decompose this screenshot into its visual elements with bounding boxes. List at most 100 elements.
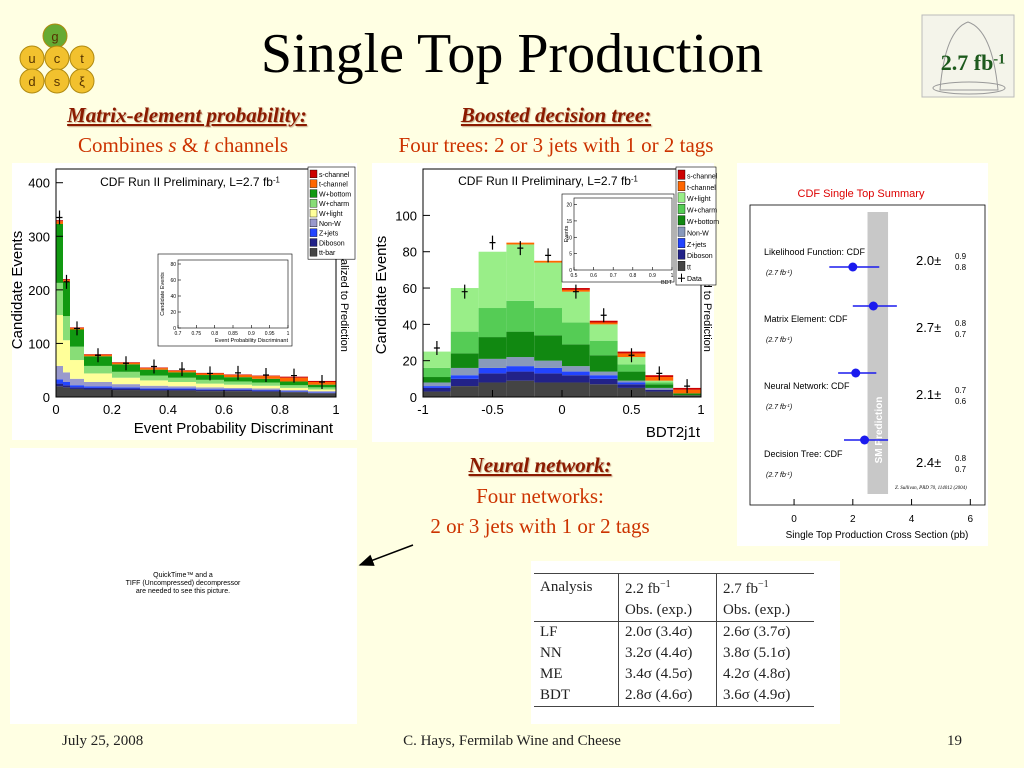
pm: ± (934, 387, 941, 402)
histogram-segment (70, 387, 84, 389)
histogram-segment (562, 366, 590, 372)
inset-background (157, 253, 293, 347)
histogram-segment (168, 377, 196, 382)
legend-label: s-channel (319, 172, 350, 179)
table-row: BDT 2.8σ (4.6σ) 3.6σ (4.9σ) (534, 685, 814, 707)
text: t (203, 133, 210, 157)
histogram-segment (280, 391, 308, 392)
histogram-segment (280, 385, 308, 388)
y-tick-label: 300 (28, 229, 50, 244)
inset-y-tick-label: 5 (569, 252, 572, 258)
text: channels (209, 133, 289, 157)
cell: Obs. (exp.) (618, 600, 717, 622)
x-tick-label: -0.5 (481, 402, 503, 417)
bdt-line: Four trees: 2 or 3 jets with 1 or 2 tags (398, 133, 714, 157)
histogram-segment (112, 387, 140, 389)
after-superscript: ) (789, 472, 792, 479)
inset-x-tick-label: 0.5 (571, 273, 578, 279)
y-tick-label: 20 (403, 354, 417, 369)
histogram-segment (196, 379, 224, 384)
text-part: (2.7 fb (766, 472, 786, 479)
histogram-segment (506, 357, 535, 367)
pm: ± (934, 320, 941, 335)
histogram-segment (252, 385, 280, 389)
after-superscript: ) (789, 404, 792, 411)
cell: 3.8σ (5.1σ) (716, 643, 814, 664)
superscript: -1 (993, 52, 1005, 68)
inset-y-tick-label: 20 (566, 203, 572, 209)
data-point (179, 362, 185, 377)
inset-x-tick-label: 0.7 (610, 273, 617, 279)
y-tick-label: 0 (410, 390, 417, 405)
data-point (628, 348, 635, 363)
histogram-segment (56, 379, 63, 384)
inset-y-tick-label: 40 (170, 294, 176, 300)
pm: ± (934, 253, 941, 268)
footer-author: C. Hays, Fermilab Wine and Cheese (403, 733, 621, 749)
histogram-segment (589, 371, 618, 376)
histogram-segment (423, 391, 451, 397)
legend-swatch (677, 238, 686, 248)
data-point (545, 248, 552, 263)
superscript: -1 (273, 175, 280, 184)
y-tick-label: 80 (403, 245, 417, 260)
after-superscript: ) (789, 270, 792, 277)
data-point (433, 340, 440, 355)
inset-x-tick-label: 0.6 (590, 273, 597, 279)
minus-error: 0.6 (955, 397, 967, 406)
y-axis-label: Candidate Events (373, 236, 390, 354)
text: s (168, 133, 177, 157)
histogram-segment (423, 377, 451, 383)
label: 2.0± (916, 253, 941, 268)
x-tick-label: 2 (850, 514, 856, 525)
x-tick-label: 0.6 (215, 402, 233, 417)
inset-x-tick-label: 0.7 (175, 331, 182, 337)
text-part: CDF Run II Preliminary, L=2.7 fb (100, 175, 273, 189)
entry-label: Matrix Element: CDF (764, 314, 848, 324)
legend-label: Diboson (319, 240, 345, 247)
histogram-segment (506, 380, 535, 397)
histogram-segment (562, 375, 590, 383)
legend-label: Diboson (687, 253, 713, 260)
logo-letter: s (54, 74, 61, 89)
histogram-segment (617, 382, 646, 385)
histogram-segment (56, 383, 63, 387)
x-tick-label: 0 (791, 514, 797, 525)
histogram-segment (534, 382, 562, 397)
legend-swatch (677, 226, 686, 237)
inset-x-tick-label: 0.9 (248, 331, 255, 337)
legend-label: t-channel (319, 182, 348, 189)
histogram-segment (308, 392, 336, 394)
histogram-segment (224, 387, 252, 390)
x-axis-label: Single Top Production Cross Section (pb) (786, 530, 969, 541)
text: Combines (77, 133, 169, 157)
data-point (63, 274, 70, 289)
text: are needed to see this picture. (135, 588, 231, 595)
legend-swatch (309, 218, 318, 228)
x-axis-label: BDT2j1t (646, 424, 701, 441)
logo-letter: g (51, 29, 58, 44)
title: Single Top Production (260, 23, 764, 85)
histogram-segment (308, 393, 336, 397)
logo-ball (69, 68, 95, 94)
cell: 2.2 fb−1 (618, 573, 717, 600)
legend-label: W+light (319, 211, 343, 218)
x-tick-label: -1 (417, 402, 429, 417)
legend-swatch (677, 249, 686, 260)
histogram-segment (63, 382, 70, 386)
cell: 3.4σ (4.5σ) (618, 664, 717, 685)
histogram-segment (70, 329, 84, 347)
histogram-segment (478, 382, 507, 397)
inset-x-tick-label: 0.75 (191, 331, 201, 337)
histogram-segment (224, 384, 252, 388)
x-tick-label: 6 (968, 514, 974, 525)
measurement-point (868, 301, 878, 311)
histogram-segment (562, 322, 590, 345)
histogram-segment (56, 365, 63, 380)
y-tick-label: 100 (28, 336, 50, 351)
summary-frame (749, 204, 986, 506)
legend-marker (678, 273, 685, 282)
summary-background (737, 163, 988, 546)
